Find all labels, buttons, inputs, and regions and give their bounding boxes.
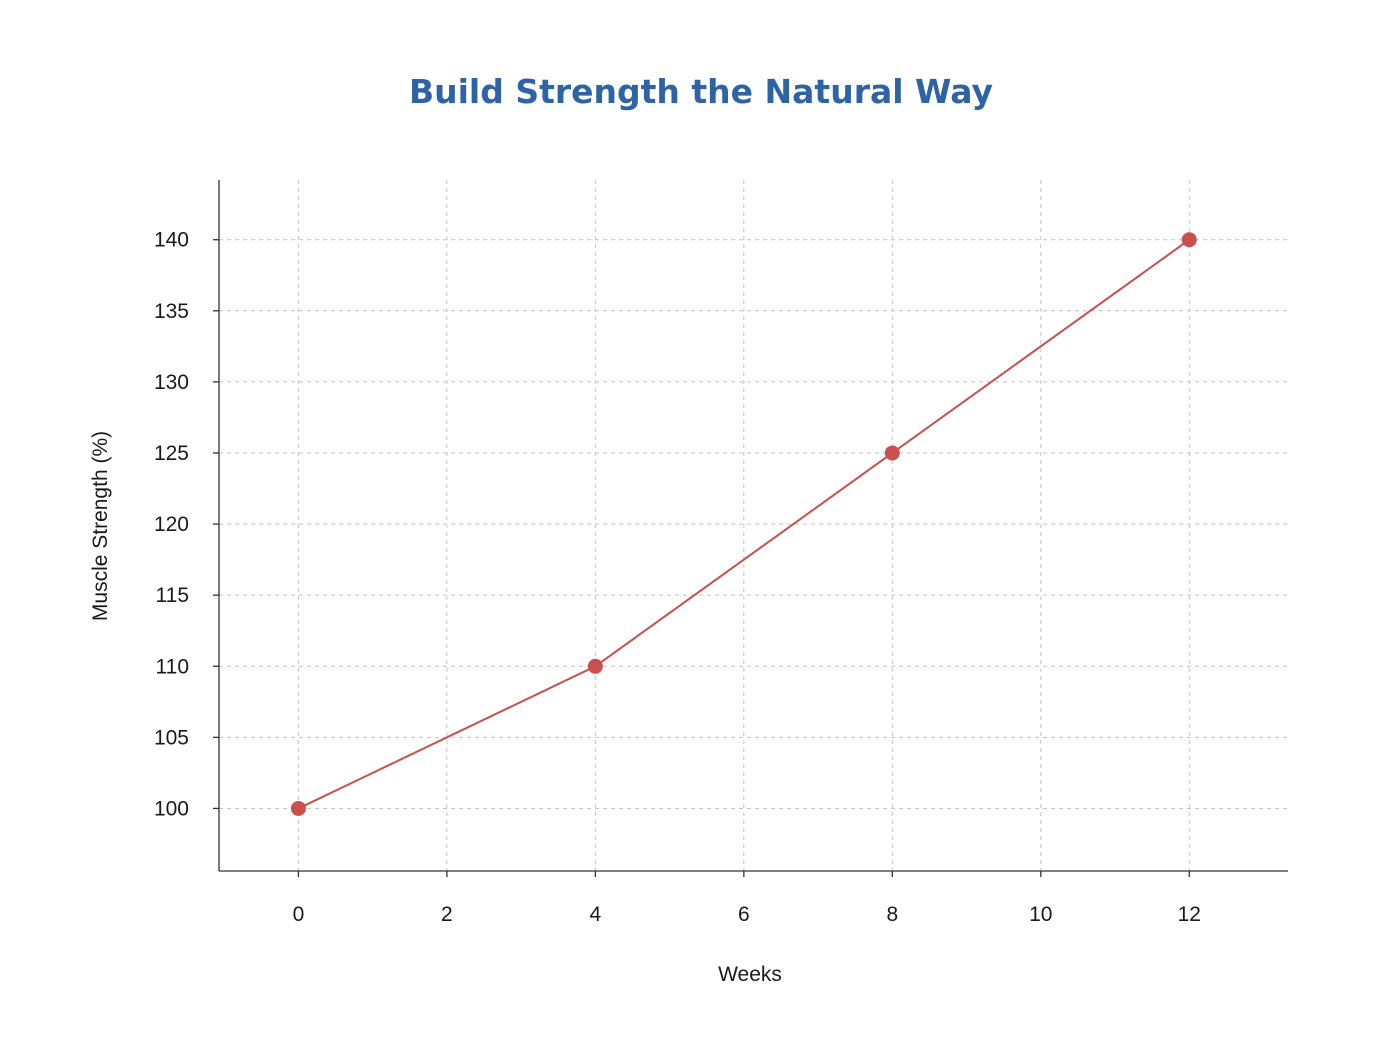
series [290,232,1197,816]
chart-title: Build Strength the Natural Way [409,72,993,111]
grid [213,180,1288,877]
y-tick-labels: 100 105 110 115 120 125 130 135 140 [154,229,189,821]
x-tick-label: 6 [738,903,750,926]
x-tick-label: 4 [590,903,602,926]
data-point [290,800,306,816]
y-axis-title: Muscle Strength (%) [89,431,112,621]
y-tick-label: 125 [154,442,189,465]
y-tick-label: 100 [154,797,189,820]
y-tick-label: 120 [154,513,189,536]
series-line [298,238,1190,810]
x-tick-label: 0 [293,903,305,926]
x-tick-label: 10 [1029,903,1052,926]
y-tick-label: 140 [154,229,189,252]
data-point [884,445,900,461]
y-tick-label: 115 [156,584,189,607]
x-axis-title: Weeks [718,963,782,986]
data-point [1181,232,1197,248]
axes [218,180,1288,872]
y-tick-label: 130 [154,371,189,394]
y-tick-label: 110 [156,655,189,678]
data-point [587,658,603,674]
x-tick-label: 12 [1178,903,1201,926]
y-tick-label: 105 [154,726,189,749]
x-tick-label: 8 [886,903,898,926]
y-tick-label: 135 [154,300,189,323]
x-tick-label: 2 [441,903,453,926]
x-tick-labels: 0 2 4 6 8 10 12 [293,903,1201,926]
